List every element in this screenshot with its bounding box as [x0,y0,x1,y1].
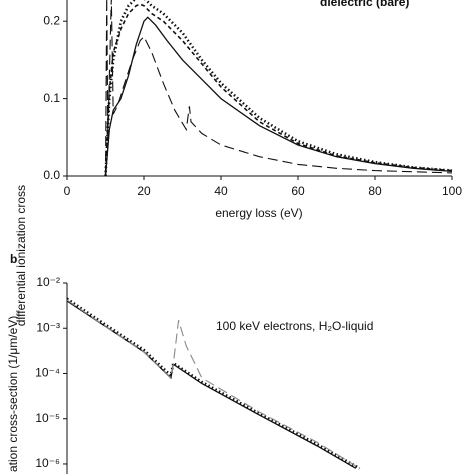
x-tick-label: 0 [64,184,71,198]
y-tick-label: 10⁻⁴ [35,366,60,380]
y-tick-label: 10⁻³ [36,320,60,334]
legend-text: dielectric (bare) [320,0,409,9]
y-tick-label: 10⁻⁶ [35,456,60,470]
x-tick-label: 60 [291,184,305,198]
y-tick-label: 0.2 [43,13,60,27]
line-series [104,0,453,176]
y-tick-label: 10⁻⁵ [35,411,60,425]
annotation: 100 keV electrons, H₂O-liquid [216,319,373,333]
y-axis-label: differential ionization cross [14,185,28,326]
panel-label: b [10,252,17,266]
y-tick-label: 0.1 [43,91,60,105]
line-series [67,299,357,467]
line-series [104,0,453,176]
y-axis-label: ation cross-section (1/μm/eV) [6,316,20,472]
y-tick-label: 0.0 [43,168,60,182]
y-tick-label: 10⁻² [36,275,60,289]
line-series [104,16,453,176]
x-tick-label: 40 [214,184,228,198]
line-series [104,3,453,176]
x-tick-label: 100 [442,184,462,198]
x-tick-label: 20 [137,184,151,198]
x-axis-label: energy loss (eV) [215,206,302,220]
x-tick-label: 80 [368,184,382,198]
